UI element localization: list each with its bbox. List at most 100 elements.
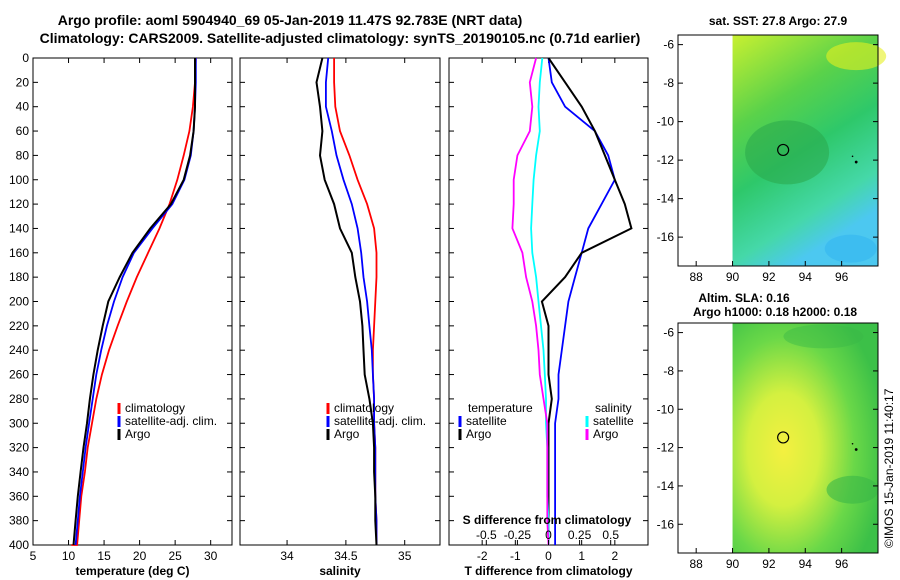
temperature-xtick-label: 5 xyxy=(30,549,37,563)
temperature-series-blue-line xyxy=(74,58,197,546)
temperature-ytick-label: 260 xyxy=(9,368,29,382)
sst_map-track-dot xyxy=(851,155,854,158)
difference-legend-label: satellite xyxy=(593,414,634,428)
figure-title-line1: Argo profile: aoml 5904940_69 05-Jan-201… xyxy=(58,12,523,28)
difference-s-tick-label: -0.5 xyxy=(476,528,497,542)
sla_map-field xyxy=(732,323,878,553)
sst_map-xtick-label: 90 xyxy=(726,270,740,284)
salinity-xtick-label: 34 xyxy=(280,549,294,563)
sst_map-xtick-label: 88 xyxy=(690,270,704,284)
sst_map-ytick-label: -10 xyxy=(657,115,675,129)
difference-s-tick-label: 0.25 xyxy=(568,528,592,542)
temperature-ytick-label: 40 xyxy=(16,100,30,114)
salinity-legend-label: satellite-adj. clim. xyxy=(334,414,426,428)
sst_map-ytick-label: -14 xyxy=(657,192,675,206)
temperature-ytick-label: 120 xyxy=(9,197,29,211)
salinity-series-blue-line xyxy=(324,57,378,545)
temperature-ytick-label: 100 xyxy=(9,173,29,187)
sst_map-argo-location-marker xyxy=(777,143,790,157)
difference-s-axis-label: S difference from climatology xyxy=(463,513,632,527)
salinity-xtick-label: 35 xyxy=(398,549,412,563)
sla-map-title: Altim. SLA: 0.16 xyxy=(698,291,790,305)
temperature-ytick-label: 340 xyxy=(9,465,29,479)
temperature-frame xyxy=(32,57,233,546)
temperature-ytick-label: 220 xyxy=(9,319,29,333)
sst-warm-patch xyxy=(826,42,887,71)
imos-timestamp: ©IMOS 15-Jan-2019 11:40:17 xyxy=(882,388,896,548)
temperature-ytick-label: 280 xyxy=(9,392,29,406)
difference-xtick-label: -1 xyxy=(510,549,521,563)
sst-cool-patch xyxy=(745,120,830,185)
sla_map-ytick-label: -10 xyxy=(657,402,675,416)
sla_map-frame xyxy=(677,322,879,554)
sla_map-ytick-label: -6 xyxy=(663,326,674,340)
salinity-xlabel: salinity xyxy=(319,564,361,578)
sst_map-xtick-label: 92 xyxy=(762,270,776,284)
temperature-ytick-label: 360 xyxy=(9,489,29,503)
sla_map-xtick-label: 90 xyxy=(726,557,740,571)
sla-low-patch xyxy=(783,324,864,349)
sst_map-xtick-label: 96 xyxy=(835,270,849,284)
difference-legend-label: Argo xyxy=(466,427,492,441)
temperature-ytick-label: 160 xyxy=(9,246,29,260)
sla_map-xtick-label: 92 xyxy=(762,557,776,571)
difference-xtick-label: 0 xyxy=(545,549,552,563)
temperature-ytick-label: 240 xyxy=(9,343,29,357)
sla-map-subtitle: Argo h1000: 0.18 h2000: 0.18 xyxy=(693,305,857,319)
difference-series-black-line xyxy=(540,57,633,545)
sla_map-track-dot xyxy=(854,448,858,451)
difference-s-tick-label: -0.25 xyxy=(504,528,532,542)
temperature-ytick-label: 140 xyxy=(9,221,29,235)
sst_map-ytick-label: -12 xyxy=(657,153,675,167)
salinity-panel: 34 34.5 35 salinity climatologysatellite-adj… xyxy=(239,57,441,578)
sla-map-panel: -6 -8 -10 -12 -14 -16 88 90 92 94 96 Altim. SLA: 0.… xyxy=(657,291,879,571)
difference-legend-label: satellite xyxy=(466,414,507,428)
temperature-panel: 0 20 40 60 80 100 120 140 160 180 200 220 240 260 280 3… xyxy=(9,51,233,578)
temperature-ytick-label: 400 xyxy=(9,538,29,552)
temperature-xtick-label: 30 xyxy=(204,549,218,563)
temperature-legend-label: satellite-adj. clim. xyxy=(125,414,217,428)
temperature-ytick-label: 60 xyxy=(16,124,30,138)
sla-low-patch xyxy=(826,475,879,504)
difference-xlabel: T difference from climatology xyxy=(464,564,632,578)
temperature-xlabel: temperature (deg C) xyxy=(75,564,189,578)
sla_map-argo-location-marker xyxy=(777,431,790,444)
temperature-ytick-label: 20 xyxy=(16,75,30,89)
difference-series-blue-line xyxy=(547,57,616,545)
temperature-ytick-label: 300 xyxy=(9,416,29,430)
difference-s-tick-label: 0 xyxy=(545,528,552,542)
temperature-xtick-label: 15 xyxy=(97,549,111,563)
sst_map-ytick-label: -8 xyxy=(663,76,674,90)
sst_map-frame xyxy=(677,34,879,267)
difference-xtick-label: -2 xyxy=(477,549,488,563)
difference-xtick-label: 1 xyxy=(578,549,585,563)
temperature-series-black-line xyxy=(72,58,196,546)
difference-legend-title-temperature: temperature xyxy=(468,401,533,415)
difference-series-magenta-line xyxy=(511,57,550,546)
sla_map-ytick-label: -16 xyxy=(657,517,675,531)
sla_map-xtick-label: 88 xyxy=(690,557,704,571)
difference-legend-label: Argo xyxy=(593,427,619,441)
sst_map-ytick-label: -6 xyxy=(663,38,674,52)
temperature-ytick-label: 80 xyxy=(16,148,30,162)
sst_map-track-dot xyxy=(854,160,858,164)
salinity-series-red-line xyxy=(333,58,378,545)
temperature-ytick-label: 320 xyxy=(9,441,29,455)
temperature-ytick-label: 380 xyxy=(9,514,29,528)
salinity-series-black-line xyxy=(315,57,378,546)
sst-cold-patch xyxy=(824,234,877,263)
difference-legend-title-salinity: salinity xyxy=(595,401,632,415)
temperature-ytick-label: 180 xyxy=(9,270,29,284)
sla_map-xtick-label: 94 xyxy=(799,557,813,571)
sst_map-xtick-label: 94 xyxy=(799,270,813,284)
sla_map-ytick-label: -14 xyxy=(657,479,675,493)
temperature-ytick-label: 0 xyxy=(22,51,29,65)
sla_map-ytick-label: -12 xyxy=(657,441,675,455)
sst-map-title: sat. SST: 27.8 Argo: 27.9 xyxy=(709,14,848,28)
sla_map-xtick-label: 96 xyxy=(835,557,849,571)
sst_map-ytick-label: -16 xyxy=(657,230,675,244)
temperature-legend-label: Argo xyxy=(125,427,151,441)
temperature-xtick-label: 20 xyxy=(133,549,147,563)
temperature-xtick-label: 25 xyxy=(168,549,182,563)
difference-s-tick-label: 0.5 xyxy=(602,528,619,542)
